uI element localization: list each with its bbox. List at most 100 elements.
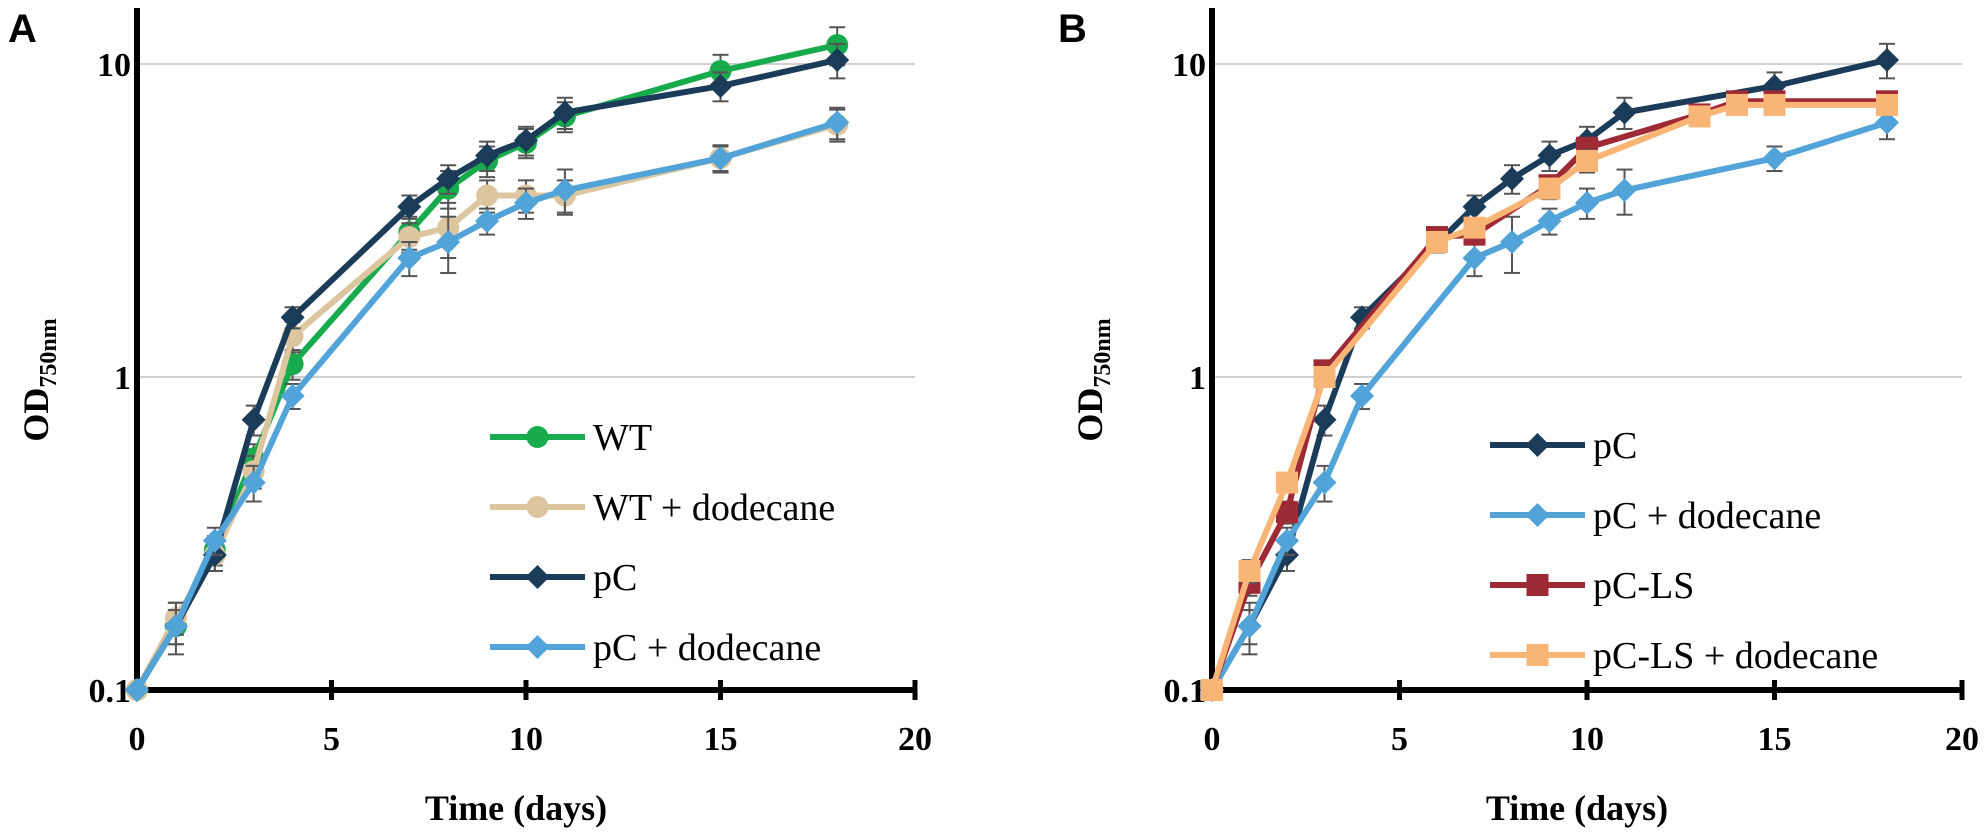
panel-b-data-point	[1462, 194, 1487, 219]
panel-a-data-point	[125, 678, 149, 702]
panel-b-data-point	[1537, 143, 1562, 168]
panel-b-y-tick-label: 1	[1189, 360, 1206, 397]
panel-a-data-point	[241, 407, 266, 432]
panel-a-y-axis-subscript: 750nm	[36, 318, 62, 387]
panel-b-data-point	[1763, 93, 1786, 116]
panel-a-x-tick-label: 10	[509, 721, 543, 758]
panel-b-y-axis-title: OD750nm	[1070, 318, 1116, 441]
panel-b-data-point	[1201, 679, 1223, 701]
panel-a-data-point	[436, 166, 461, 191]
panel-b-data-point	[1350, 383, 1374, 408]
panel-b-data-point	[1463, 216, 1486, 239]
panel-b-legend-label: pC	[1593, 425, 1637, 467]
panel-a-series-1	[126, 26, 849, 701]
panel-b-data-point	[1612, 100, 1637, 125]
panel-b-legend-label: pC-LS + dodecane	[1593, 635, 1878, 677]
panel-a-x-tick-label: 0	[129, 721, 146, 758]
panel-a-y-tick-label: 10	[97, 47, 131, 84]
panel-b-data-point	[1275, 528, 1299, 553]
panel-a-x-tick-label: 20	[898, 721, 932, 758]
panel-b-data-point	[1276, 471, 1298, 494]
panel-a-legend-marker	[525, 635, 550, 659]
panel-b-x-tick-label: 15	[1758, 721, 1792, 758]
panel-a-data-point	[475, 143, 500, 168]
panel-b-x-tick-label: 10	[1570, 721, 1604, 758]
panel-a-data-point	[708, 74, 733, 99]
panel-b-data-point	[1875, 47, 1899, 72]
panel-b-data-point	[1500, 166, 1524, 191]
panel-b-x-axis-title: Time (days)	[1486, 788, 1668, 828]
panel-b-series-line	[1209, 57, 1888, 692]
panel-b-data-point	[1575, 190, 1599, 215]
panel-a-data-point	[514, 128, 538, 153]
panel-a-data-point	[825, 110, 850, 135]
panel-b-legend-label: pC-LS	[1593, 565, 1694, 607]
panel-b-legend: pC pC + dodecane pC-LS pC-LS + dodecane	[1490, 425, 1878, 677]
panel-a-x-tick-label: 15	[704, 721, 738, 758]
panel-b-legend-marker	[1525, 503, 1550, 527]
panel-a-legend-marker	[526, 496, 549, 518]
panel-b-y-tick-label: 10	[1172, 47, 1206, 84]
panel-a-data-point	[397, 194, 422, 219]
panel-a-data-point	[709, 59, 732, 82]
panel-b-data-point	[1312, 470, 1337, 495]
panel-b-data-point	[1875, 110, 1899, 135]
panel-a-x-tick-label: 5	[323, 721, 340, 758]
panel-b-data-point	[1762, 146, 1787, 171]
panel-b-x-tick-label: 5	[1391, 721, 1408, 758]
panel-a-y-tick-label: 1	[114, 360, 131, 397]
panel-b-data-point	[1538, 177, 1561, 200]
panel-a-y-axis-title: OD750nm	[16, 318, 62, 441]
panel-b-data-point	[1500, 229, 1524, 254]
panel-b-series-1	[1200, 42, 1899, 702]
panel-a-data-point	[476, 184, 499, 207]
panel-a-data-point	[514, 190, 538, 215]
panel-a-series-2	[126, 108, 849, 701]
panel-b: B 0 5 10 15 20 0.1 1 10 Time (days) OD750nm pC pC + …	[1058, 7, 1979, 828]
panel-a-legend: WT WT + dodecane pC pC + dodecane	[490, 417, 835, 669]
panel-b-series-4	[1201, 93, 1898, 701]
panel-a-y-tick-label: 0.1	[89, 673, 132, 710]
panel-a-legend-label: pC + dodecane	[593, 627, 821, 669]
panel-a-data-point	[708, 146, 733, 171]
panel-a-series-3	[125, 42, 850, 702]
panel-b-series-line	[1209, 119, 1888, 692]
panel-a-letter: A	[8, 7, 37, 51]
panel-b-data-point	[1313, 366, 1336, 388]
panel-b-y-tick-label: 0.1	[1164, 673, 1207, 710]
panel-a-legend-label: WT	[593, 417, 652, 459]
panel-a-data-point	[163, 614, 188, 639]
panel-b-data-point	[1576, 149, 1598, 172]
panel-b-legend-marker	[1526, 574, 1549, 596]
panel-b-legend-marker	[1525, 433, 1550, 457]
panel-a-data-point	[397, 245, 422, 270]
panel-a-data-point	[436, 229, 461, 254]
panel-a-series-line	[134, 57, 838, 692]
panel-a-data-point	[280, 305, 305, 330]
panel-a-data-point	[475, 209, 500, 234]
panel-a-data-point	[241, 470, 266, 495]
panel-a-x-axis-title: Time (days)	[425, 788, 607, 828]
panel-a-data-point	[552, 100, 577, 125]
panel-a: A 0 5 10 15 20 0.1 1 10 Time (days) OD750nm WT WT + …	[8, 7, 932, 828]
panel-b-legend-marker	[1526, 644, 1549, 666]
panel-b-data-point	[1276, 501, 1298, 524]
panel-b-legend-label: pC + dodecane	[1593, 495, 1821, 537]
panel-b-data-point	[1876, 93, 1898, 116]
panel-b-x-tick-label: 0	[1204, 721, 1221, 758]
panel-b-data-point	[1462, 245, 1487, 270]
panel-b-data-point	[1688, 105, 1711, 128]
panel-b-data-point	[1612, 178, 1637, 203]
panel-b-x-tick-label: 20	[1945, 721, 1979, 758]
panel-b-data-point	[1238, 559, 1261, 582]
panel-a-data-point	[202, 528, 227, 553]
panel-a-data-point	[280, 383, 305, 408]
panel-a-legend-marker	[525, 565, 550, 589]
panel-a-legend-marker	[526, 426, 549, 448]
panel-b-data-point	[1537, 209, 1562, 234]
panel-b-letter: B	[1058, 7, 1087, 51]
panel-a-series-line	[134, 119, 839, 692]
panel-a-data-point	[552, 178, 577, 203]
panel-a-series-4	[125, 106, 850, 702]
